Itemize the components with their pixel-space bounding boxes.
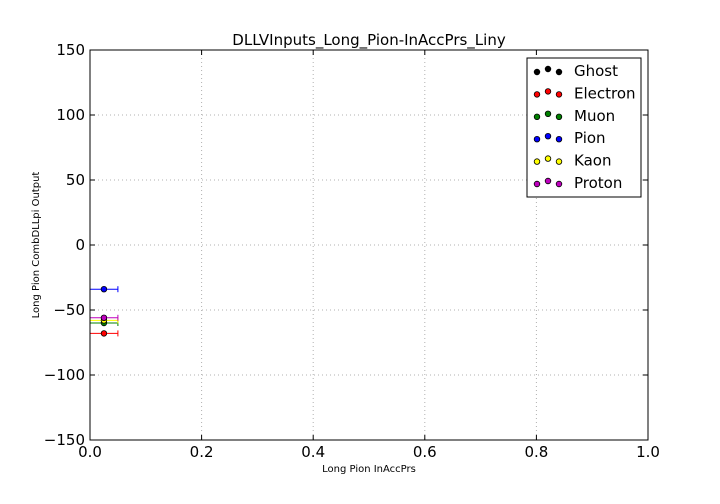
y-tick-label: 100	[56, 106, 85, 124]
chart-title: DLLVInputs_Long_Pion-InAccPrs_Liny	[232, 31, 506, 50]
x-tick-label: 0.2	[190, 443, 214, 461]
muon-legend-marker	[533, 113, 541, 120]
ghost-legend-label: Ghost	[574, 62, 618, 80]
y-tick-label: 50	[66, 171, 85, 189]
y-tick-label: −50	[53, 301, 85, 319]
axis-ticks: 0.0 0.2 0.4 0.6 0.8 1.0 150 100 50 0 −50 −100 −150	[44, 41, 660, 461]
x-tick-label: 0.0	[78, 443, 102, 461]
x-tick-label: 0.8	[524, 443, 548, 461]
electron-legend-label: Electron	[574, 84, 636, 102]
kaon-legend-label: Kaon	[574, 152, 611, 170]
proton-legend-marker	[555, 180, 563, 188]
x-axis-label: Long Pion InAccPrs	[322, 464, 416, 475]
ghost-legend-marker	[544, 65, 552, 73]
proton-legend-label: Proton	[574, 174, 622, 192]
proton-legend-marker	[533, 180, 541, 188]
muon-legend-label: Muon	[574, 107, 615, 125]
pion-legend-marker	[555, 135, 563, 143]
pion-legend-marker	[533, 135, 541, 143]
muon-legend-marker	[555, 113, 563, 120]
pion-legend-label: Pion	[574, 129, 606, 147]
y-axis-label: Long Pion CombDLLpi Output	[31, 172, 42, 319]
y-tick-label: −150	[44, 431, 85, 449]
ghost-legend-marker	[555, 68, 563, 76]
proton-legend-marker	[544, 177, 552, 185]
kaon-legend-marker	[544, 155, 552, 162]
electron-legend-marker	[544, 88, 552, 95]
pion-data-point	[100, 286, 108, 293]
muon-legend-marker	[544, 110, 552, 117]
ghost-legend-marker	[533, 68, 541, 76]
legend: Ghost Electron Muon Pion Kaon Proton	[526, 57, 642, 198]
electron-legend-marker	[555, 91, 563, 98]
kaon-legend-marker	[555, 158, 563, 165]
x-tick-label: 0.6	[413, 443, 437, 461]
x-tick-label: 1.0	[636, 443, 660, 461]
proton-data-point	[100, 314, 108, 321]
y-tick-label: −100	[44, 366, 85, 384]
electron-legend-marker	[533, 91, 541, 98]
electron-data-point	[100, 330, 108, 337]
kaon-legend-marker	[533, 158, 541, 165]
pion-legend-marker	[544, 132, 552, 140]
legend-box	[526, 57, 642, 198]
y-tick-label: 150	[56, 41, 85, 59]
y-tick-label: 0	[75, 236, 85, 254]
x-tick-label: 0.4	[301, 443, 325, 461]
